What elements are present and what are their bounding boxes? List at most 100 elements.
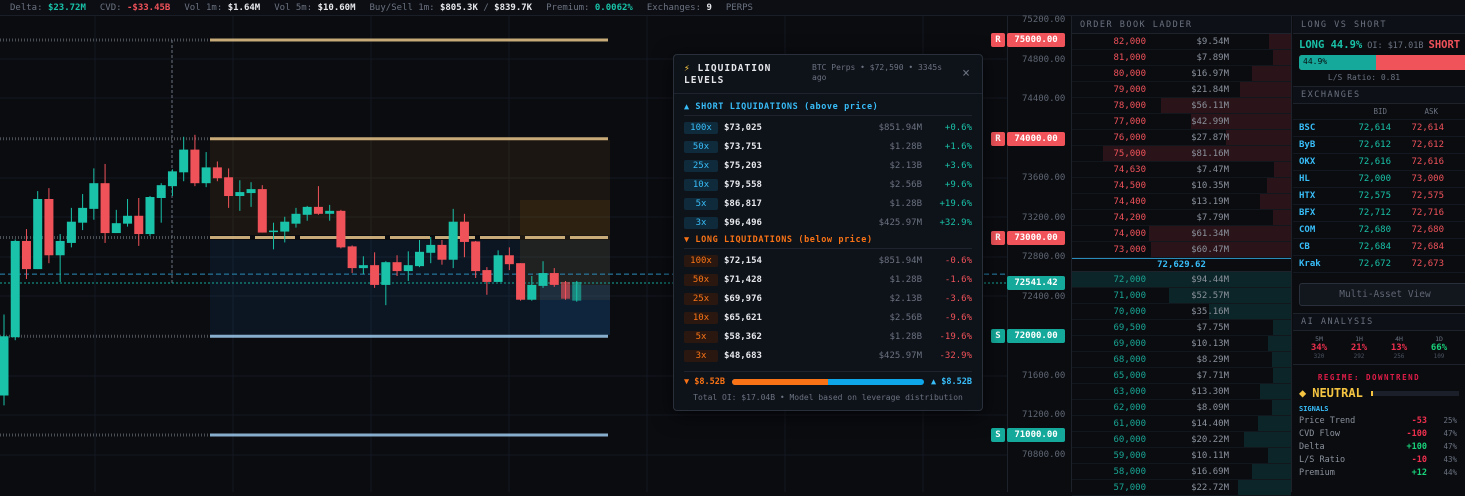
exchange-row[interactable]: CB 72,684 72,684 [1293,239,1465,256]
level-price: 74,200 [1113,213,1146,223]
depth-bar [1252,464,1291,479]
depth-bar [1072,272,1291,287]
multi-asset-view-button[interactable]: Multi-Asset View [1299,283,1465,306]
liquidation-row: 100x $72,154 $851.94M -0.6% [684,251,972,270]
order-book-row[interactable]: 73,000 $60.47M [1072,242,1291,258]
order-book-row[interactable]: 74,200 $7.79M [1072,210,1291,226]
level-price: 69,500 [1113,323,1146,333]
ls-ratio: L/S Ratio: 0.81 [1327,73,1401,82]
popup-footer: Total OI: $17.04B • Model based on lever… [693,393,963,402]
exchange-ask: 72,680 [1411,225,1444,235]
confidence-bar [1370,390,1459,396]
exchange-name: BFX [1299,208,1316,218]
candle-up [89,183,99,209]
order-book-row[interactable]: 69,000 $10.13M [1072,336,1291,352]
leverage-badge: 10x [684,178,718,191]
order-book-row[interactable]: 75,000 $81.16M [1072,146,1291,162]
liquidation-row: 10x $79,558 $2.56B +9.6% [684,175,972,194]
level-size: $10.13M [1191,339,1229,349]
order-book-row[interactable]: 58,000 $16.69M [1072,464,1291,480]
leverage-badge: 25x [684,159,718,172]
timeframe-prob: 5M 34% 320 [1310,335,1328,360]
order-book-row[interactable]: 71,000 $52.57M [1072,288,1291,304]
order-book-title: ORDER BOOK LADDER [1072,16,1291,34]
candle-up [415,251,425,267]
depth-bar [1267,178,1291,193]
liq-price: $48,683 [724,350,762,361]
vol1-stat: Vol 1m: $1.64M [184,2,261,13]
axis-tick-label: 74800.00 [1022,54,1066,65]
order-book-row[interactable]: 65,000 $7.71M [1072,368,1291,384]
buysell-stat: Buy/Sell 1m: $805.3K / $839.7K [369,2,533,13]
price-axis[interactable]: 75200.00 74800.00 74400.00 73600.00 73200.00… [1007,15,1070,492]
leverage-badge: 50x [684,140,718,153]
order-book-row[interactable]: 62,000 $8.09M [1072,400,1291,416]
exchange-ask: 72,616 [1411,157,1444,167]
short-label: SHORT [1428,39,1461,51]
level-size: $13.19M [1191,197,1229,207]
level-price-tag: 72000.00 [1007,329,1065,344]
exchange-name: HTX [1299,191,1316,201]
order-book-row[interactable]: 82,000 $9.54M [1072,34,1291,50]
order-book-row[interactable]: 74,000 $61.34M [1072,226,1291,242]
order-book-row[interactable]: 69,500 $7.75M [1072,320,1291,336]
candle-down [370,265,380,285]
exchange-bid: 72,612 [1358,140,1391,150]
order-book-row[interactable]: 76,000 $27.87M [1072,130,1291,146]
current-price-tag: 72541.42 [1007,276,1065,290]
exchange-row[interactable]: HTX 72,575 72,575 [1293,188,1465,205]
liq-distance: +19.6% [939,198,972,209]
level-price: 61,000 [1113,419,1146,429]
level-size: $16.97M [1191,69,1229,79]
order-book-row[interactable]: 59,000 $10.11M [1072,448,1291,464]
order-book-row[interactable]: 57,000 $22.72M [1072,480,1291,496]
order-book-row[interactable]: 74,630 $7.47M [1072,162,1291,178]
candle-up [235,192,245,197]
exchange-name: COM [1299,225,1316,235]
order-book-row[interactable]: 68,000 $8.29M [1072,352,1291,368]
exchange-row[interactable]: OKX 72,616 72,616 [1293,154,1465,171]
order-book-row[interactable]: 77,000 $42.99M [1072,114,1291,130]
level-price: 58,000 [1113,467,1146,477]
order-book-row[interactable]: 81,000 $7.89M [1072,50,1291,66]
exchange-row[interactable]: ByB 72,612 72,612 [1293,137,1465,154]
regime: REGIME: DOWNTREND [1317,373,1421,382]
level-size: $56.11M [1191,101,1229,111]
exchange-row[interactable]: BFX 72,712 72,716 [1293,205,1465,222]
depth-bar [1271,352,1291,367]
order-book-row[interactable]: 74,400 $13.19M [1072,194,1291,210]
level-price: 77,000 [1113,117,1146,127]
order-book-row[interactable]: 61,000 $14.40M [1072,416,1291,432]
order-book-row[interactable]: 80,000 $16.97M [1072,66,1291,82]
level-price: 62,000 [1113,403,1146,413]
order-book-row[interactable]: 79,000 $21.84M [1072,82,1291,98]
candle-down [224,177,234,197]
candle-down [482,270,492,282]
candle-up [33,198,43,270]
exchange-row[interactable]: HL 72,000 73,000 [1293,171,1465,188]
candle-down [392,262,402,272]
exchange-ask: 73,000 [1411,174,1444,184]
order-book-row[interactable]: 63,000 $13.30M [1072,384,1291,400]
candle-up [78,207,88,223]
liquidation-row: 3x $48,683 $425.97M -32.9% [684,346,972,365]
long-liq-header: ▼ LONG LIQUIDATIONS (below price) [684,232,972,249]
order-book-row[interactable]: 78,000 $56.11M [1072,98,1291,114]
exchange-row[interactable]: Krak 72,672 72,673 [1293,256,1465,273]
exchange-row[interactable]: BSC 72,614 72,614 [1293,120,1465,137]
leverage-badge: 3x [684,349,718,362]
candle-up [302,206,312,215]
exchange-row[interactable]: COM 72,680 72,680 [1293,222,1465,239]
level-size: $13.30M [1191,387,1229,397]
order-book-row[interactable]: 60,000 $20.22M [1072,432,1291,448]
level-size: $7.79M [1196,213,1229,223]
liq-price: $75,203 [724,160,762,171]
order-book-row[interactable]: 74,500 $10.35M [1072,178,1291,194]
order-book-row[interactable]: 72,000 $94.44M [1072,272,1291,288]
depth-bar [1148,226,1291,241]
price-chart[interactable]: 3.2x [0,0,1007,492]
liq-price: $65,621 [724,312,762,323]
candle-up [493,255,503,282]
order-book-row[interactable]: 70,000 $35.16M [1072,304,1291,320]
close-icon[interactable]: × [962,66,970,81]
